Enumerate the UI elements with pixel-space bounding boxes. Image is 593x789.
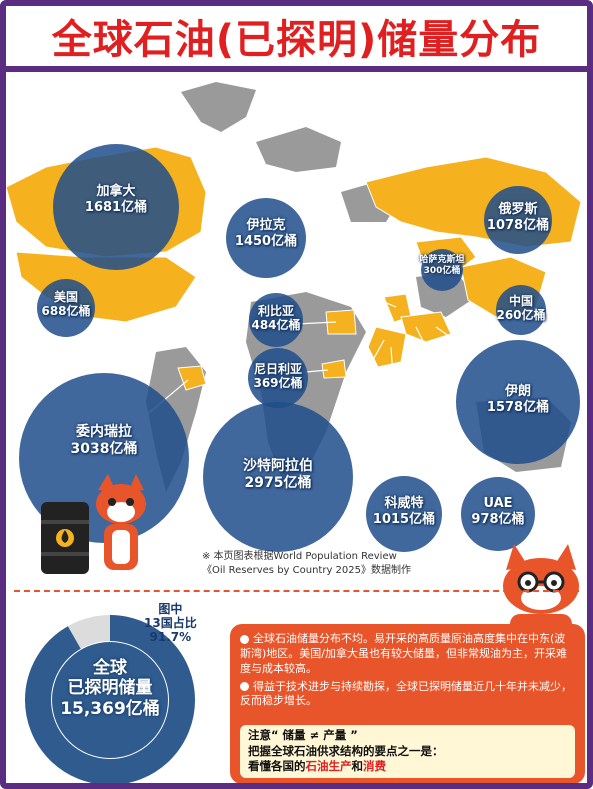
bubble-kuwait bbox=[366, 476, 442, 552]
share-value: 91.7% bbox=[149, 629, 192, 644]
foot-line3-b: 石油生产 bbox=[305, 759, 352, 774]
foot-line3-c: 和 bbox=[351, 759, 364, 774]
center-line3: 15,369亿桶 bbox=[60, 698, 160, 719]
info-paragraph-2: 得益于技术进步与持续勘探，全球已探明储量近几十年并未减少，反而稳步增长。 bbox=[240, 680, 575, 710]
bubble-venezuela bbox=[19, 373, 189, 543]
share-label-1: 图中 bbox=[158, 602, 183, 616]
info-panel: 全球石油储量分布不均。易开采的高质量原油高度集中在中东(波斯湾)地区。美国/加拿… bbox=[230, 624, 585, 783]
world-map-graphic bbox=[6, 82, 582, 552]
foot-line3: 看懂各国的石油生产和消费 bbox=[248, 759, 567, 775]
bubble-uae bbox=[461, 477, 535, 551]
bubble-russia bbox=[484, 186, 552, 254]
page-title: 全球石油(已探明)储量分布 bbox=[51, 17, 542, 63]
bubble-china bbox=[496, 285, 546, 335]
donut-center-text: 全球 已探明储量 15,369亿桶 bbox=[40, 658, 180, 719]
info-paragraph-1: 全球石油储量分布不均。易开采的高质量原油高度集中在中东(波斯湾)地区。美国/加拿… bbox=[240, 632, 575, 677]
foot-line2: 把握全球石油供求结构的要点之一是： bbox=[248, 743, 444, 758]
bubble-iran bbox=[456, 340, 580, 464]
source-note: ※ 本页图表根据World Population Review 《Oil Res… bbox=[202, 550, 411, 577]
title-bar: 全球石油(已探明)储量分布 bbox=[6, 6, 587, 72]
bubble-canada bbox=[53, 144, 179, 270]
global-reserve-donut bbox=[25, 615, 195, 783]
foot-line1: 注意“ 储量 ≠ 产量 ” bbox=[248, 728, 358, 743]
center-line1: 全球 bbox=[93, 658, 127, 678]
bubble-libya bbox=[249, 293, 303, 347]
source-note-line2: 《Oil Reserves by Country 2025》数据制作 bbox=[202, 564, 411, 576]
info-panel-footer: 注意“ 储量 ≠ 产量 ” 把握全球石油供求结构的要点之一是： 看懂各国的石油生… bbox=[240, 725, 575, 778]
bubble-nigeria bbox=[248, 348, 308, 408]
bubble-usa bbox=[37, 279, 95, 337]
donut-share-arc bbox=[25, 615, 195, 783]
section-divider bbox=[14, 590, 579, 592]
center-line2: 已探明储量 bbox=[67, 678, 153, 699]
bubble-kazakhstan bbox=[421, 249, 463, 291]
oil-barrel-fox-illustration bbox=[41, 474, 146, 574]
bubble-saudi-arabia bbox=[203, 402, 353, 552]
foot-line3-d: 消费 bbox=[363, 759, 386, 774]
foot-line3-a: 看懂各国的 bbox=[248, 759, 306, 774]
info-paragraph-1-text: 全球石油储量分布不均。易开采的高质量原油高度集中在中东(波斯湾)地区。美国/加拿… bbox=[240, 632, 567, 675]
info-paragraph-2-text: 得益于技术进步与持续勘探，全球已探明储量近几十年并未减少，反而稳步增长。 bbox=[240, 679, 572, 708]
share-label-2: 13国占比 bbox=[144, 615, 197, 630]
source-note-line1: ※ 本页图表根据World Population Review bbox=[202, 551, 397, 562]
bullet-icon bbox=[240, 634, 249, 644]
bullet-icon bbox=[240, 682, 249, 692]
donut-share-note: 图中 13国占比 91.7% bbox=[144, 602, 197, 644]
bubble-iraq bbox=[226, 198, 306, 278]
world-map: 加拿大 1681亿桶 美国 688亿桶 伊拉克 1450亿桶 俄罗斯 1078亿… bbox=[6, 72, 587, 640]
